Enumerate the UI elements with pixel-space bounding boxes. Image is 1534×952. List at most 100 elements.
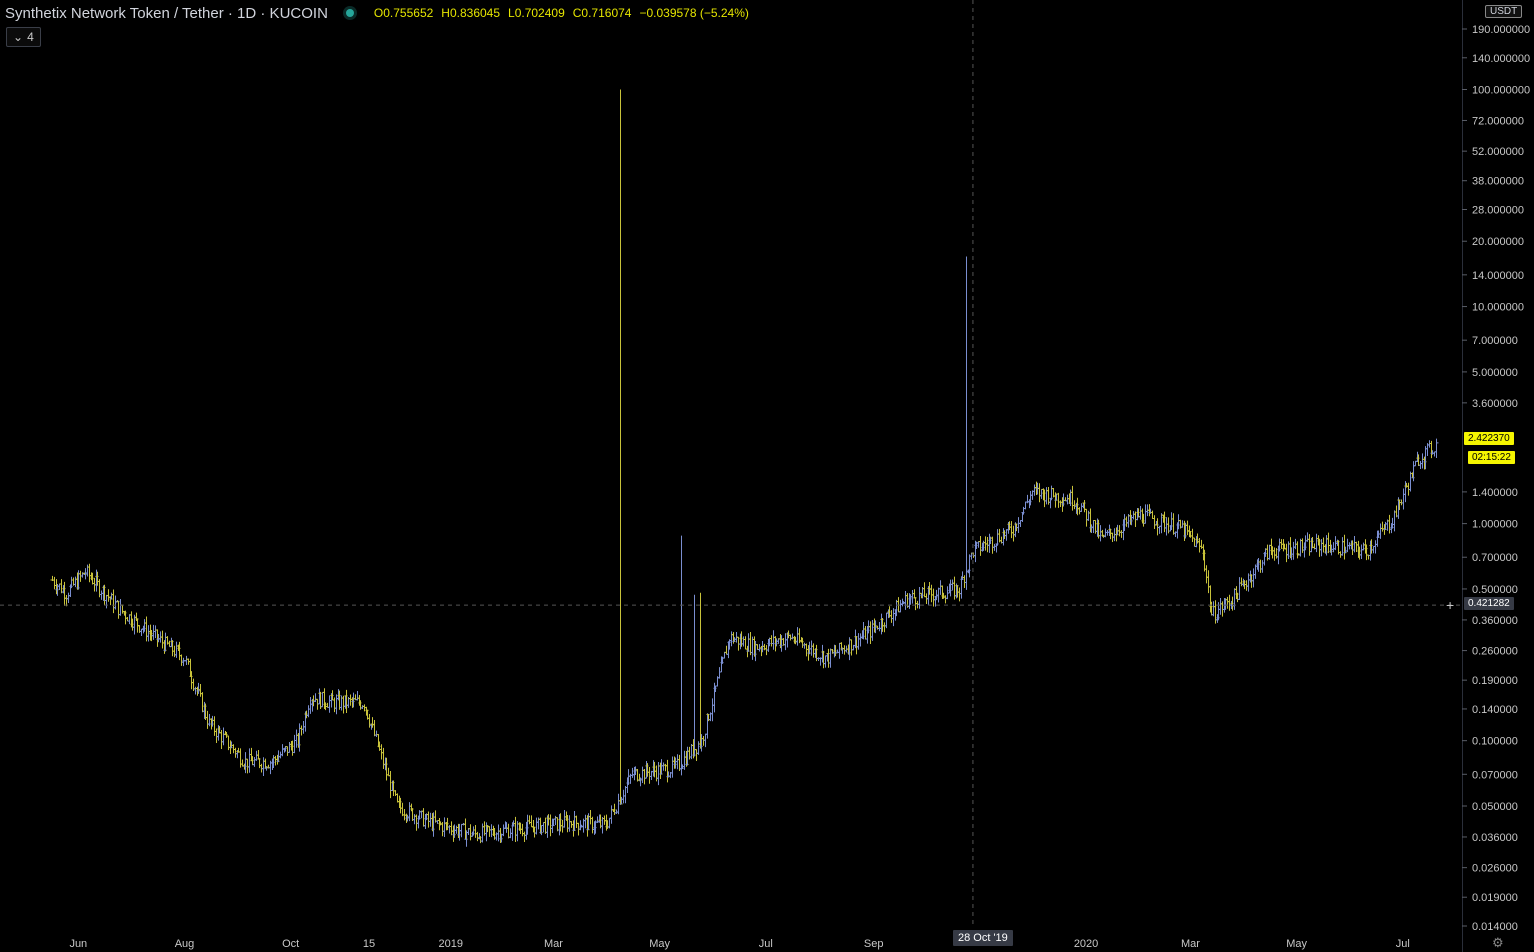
ohlc-bar: [1218, 597, 1223, 615]
ohlc-bar: [856, 633, 861, 650]
ohlc-bar: [1408, 471, 1413, 492]
ohlc-bar: [529, 815, 534, 828]
ohlc-bar: [626, 769, 631, 785]
ohlc-bar: [950, 579, 955, 591]
chart-legend: Synthetix Network Token / Tether · 1D · …: [5, 3, 757, 23]
indicators-toggle-button[interactable]: ⌄ 4: [6, 27, 41, 47]
ohlc-bar: [884, 612, 889, 629]
ohlc-bar: [381, 747, 386, 770]
ohlc-bar: [1131, 511, 1136, 520]
ohlc-bar: [931, 588, 936, 607]
ohlc-bar: [341, 695, 346, 714]
ohlc-bar: [689, 743, 694, 760]
ohlc-bar: [205, 710, 210, 729]
ohlc-bar: [679, 535, 684, 776]
price-tick-label: 0.100000: [1472, 736, 1518, 748]
ohlc-bar: [1197, 538, 1202, 553]
ohlc-bar: [353, 694, 358, 701]
ohlc-bar: [1378, 523, 1383, 539]
ohlc-bar: [280, 744, 285, 757]
time-tick-label: Mar: [1181, 938, 1200, 950]
ohlc-bar: [66, 592, 71, 603]
ohlc-bar: [771, 630, 776, 650]
settings-gear-icon[interactable]: ⚙: [1492, 935, 1504, 950]
ohlc-bar: [64, 594, 69, 607]
ohlc-bar: [1105, 530, 1110, 536]
ohlc-bar: [1171, 513, 1176, 535]
ohlc-bar: [936, 587, 941, 603]
ohlc-bar: [868, 621, 873, 645]
ohlc-bar: [1206, 570, 1211, 594]
ohlc-bar: [1164, 517, 1169, 536]
ohlc-bar: [1314, 533, 1319, 553]
price-tick-label: 5.000000: [1472, 367, 1518, 379]
ohlc-bar: [473, 825, 478, 838]
ohlc-bar: [1331, 542, 1336, 553]
ohlc-bar: [1009, 521, 1014, 539]
ohlc-bar: [607, 817, 612, 829]
ohlc-bar: [487, 826, 492, 837]
ohlc-bar: [172, 645, 177, 658]
price-tick-label: 20.000000: [1472, 236, 1524, 248]
price-axis[interactable]: 190.000000 140.000000 100.000000 72.000000 5…: [1462, 24, 1530, 933]
ohlc-bar: [59, 579, 64, 594]
ohlc-bar: [1371, 545, 1376, 554]
ohlc-bar: [967, 554, 972, 578]
ohlc-bar: [583, 814, 588, 829]
ohlc-bar: [315, 698, 320, 710]
ohlc-bar: [221, 727, 226, 746]
ohlc-bar: [842, 645, 847, 655]
time-tick-label: Jun: [69, 938, 87, 950]
ohlc-bar: [393, 790, 398, 797]
ohlc-bar: [743, 636, 748, 650]
market-status-icon: [345, 9, 354, 17]
ohlc-bar: [1401, 488, 1406, 510]
ohlc-bar: [922, 582, 927, 598]
ohlc-bar: [898, 599, 903, 613]
ohlc-bar: [560, 819, 565, 833]
ohlc-bar: [1258, 559, 1263, 573]
ohlc-bar: [661, 762, 666, 771]
price-tick-label: 14.000000: [1472, 270, 1524, 282]
currency-label[interactable]: USDT: [1485, 5, 1523, 18]
ohlc-bar: [348, 694, 353, 706]
time-axis[interactable]: Jun Aug Oct 15 2019 Mar May Jul Sep 2020 Mar May Jul: [69, 938, 1409, 950]
ohlc-bar: [231, 744, 236, 754]
ohlc-bar: [414, 814, 419, 831]
ohlc-bar: [212, 716, 217, 736]
ohlc-bar: [992, 543, 997, 551]
ohlc-bar: [534, 817, 539, 835]
ohlc-bar: [1039, 488, 1044, 499]
ohlc-bar: [1159, 513, 1164, 534]
ohlc-bar: [1032, 484, 1037, 496]
price-tick-label: 0.360000: [1472, 615, 1518, 627]
ohlc-bar: [219, 729, 224, 750]
ohlc-bar: [729, 631, 734, 647]
ohlc-bar: [1202, 549, 1207, 572]
ohlc-bar: [1204, 565, 1209, 584]
ohlc-bar: [1157, 525, 1162, 534]
ohlc-bar: [1394, 505, 1399, 518]
price-tick-label: 0.500000: [1472, 584, 1518, 596]
ohlc-bar: [419, 810, 424, 819]
ohlc-bar: [287, 741, 292, 753]
ohlc-bar: [153, 625, 158, 638]
ohlc-bar: [1321, 537, 1326, 553]
ohlc-bar: [823, 655, 828, 668]
ohlc-bar: [421, 808, 426, 827]
ohlc-bar: [816, 657, 821, 662]
last-price-tag: 2.422370: [1464, 432, 1514, 445]
ohlc-bar: [618, 89, 623, 805]
symbol-title[interactable]: Synthetix Network Token / Tether · 1D · …: [5, 4, 328, 22]
price-tick-label: 72.000000: [1472, 115, 1524, 127]
ohlc-bar: [292, 734, 297, 754]
ohlc-bar: [990, 536, 995, 554]
ohlc-bar: [630, 767, 635, 778]
ohlc-bar: [468, 824, 473, 841]
ohlc-bar: [621, 789, 626, 804]
ohlc-bar: [308, 697, 313, 714]
add-alert-plus-icon[interactable]: +: [1446, 597, 1455, 613]
ohlc-bar: [1307, 534, 1312, 556]
ohlc-bar: [802, 642, 807, 649]
